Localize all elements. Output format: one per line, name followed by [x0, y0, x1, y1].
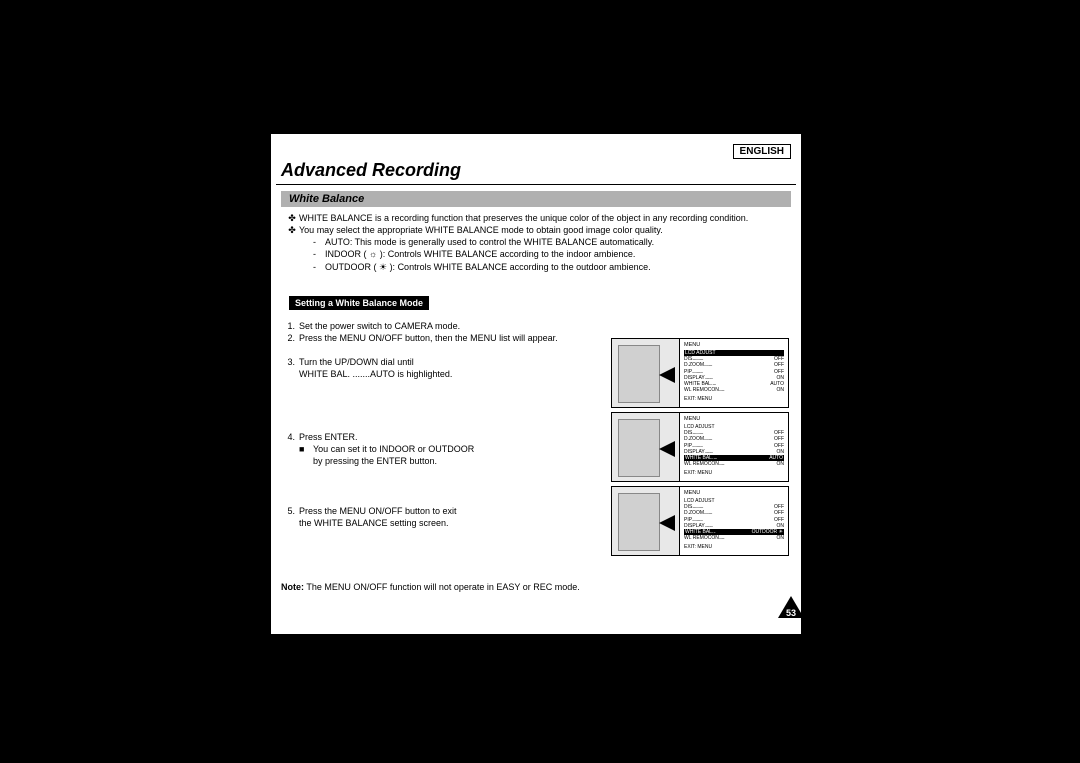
- menu-panel-3: MENULCD ADJUSTDIS............OFFD.ZOOM..…: [611, 486, 789, 556]
- step-text: WHITE BAL. .......AUTO is highlighted.: [299, 368, 452, 380]
- intro-sub: OUTDOOR ( ☀ ): Controls WHITE BALANCE ac…: [325, 261, 651, 273]
- note: Note: The MENU ON/OFF function will not …: [281, 582, 580, 592]
- osd-menu: MENULCD ADJUSTDIS............OFFD.ZOOM..…: [680, 487, 788, 555]
- menu-panel-1: MENULCD ADJUSTDIS............OFFD.ZOOM..…: [611, 338, 789, 408]
- intro-sub: AUTO: This mode is generally used to con…: [325, 236, 654, 248]
- step-bullet: You can set it to INDOOR or OUTDOOR: [313, 443, 474, 455]
- step-text: Press the MENU ON/OFF button, then the M…: [299, 332, 558, 344]
- camera-illustration: [612, 487, 680, 555]
- chapter-title: Advanced Recording: [281, 160, 461, 181]
- note-label: Note:: [281, 582, 304, 592]
- steps-list: 1.Set the power switch to CAMERA mode. 2…: [281, 320, 611, 529]
- note-text: The MENU ON/OFF function will not operat…: [306, 582, 579, 592]
- step-text: the WHITE BALANCE setting screen.: [299, 517, 449, 529]
- osd-menu: MENULCD ADJUSTDIS............OFFD.ZOOM..…: [680, 339, 788, 407]
- camera-illustration: [612, 413, 680, 481]
- step-bullet: by pressing the ENTER button.: [313, 455, 437, 467]
- pointer-arrow-icon: [659, 367, 675, 383]
- procedure-header: Setting a White Balance Mode: [289, 296, 429, 310]
- language-label: ENGLISH: [733, 144, 791, 159]
- step-text: Set the power switch to CAMERA mode.: [299, 320, 460, 332]
- rule: [276, 184, 796, 185]
- manual-page: ENGLISH Advanced Recording White Balance…: [271, 134, 801, 634]
- step-text: Press the MENU ON/OFF button to exit: [299, 505, 457, 517]
- intro-sub: INDOOR ( ☼ ): Controls WHITE BALANCE acc…: [325, 248, 635, 260]
- illustration-column: MENULCD ADJUSTDIS............OFFD.ZOOM..…: [611, 338, 789, 560]
- step-text: Turn the UP/DOWN dial until: [299, 356, 414, 368]
- pointer-arrow-icon: [659, 515, 675, 531]
- pointer-arrow-icon: [659, 441, 675, 457]
- section-header: White Balance: [281, 191, 791, 207]
- intro-line: WHITE BALANCE is a recording function th…: [299, 212, 748, 224]
- step-text: Press ENTER.: [299, 431, 358, 443]
- intro-line: You may select the appropriate WHITE BAL…: [299, 224, 663, 236]
- menu-panel-2: MENULCD ADJUSTDIS............OFFD.ZOOM..…: [611, 412, 789, 482]
- intro-block: ✤WHITE BALANCE is a recording function t…: [285, 212, 791, 273]
- osd-menu: MENULCD ADJUSTDIS............OFFD.ZOOM..…: [680, 413, 788, 481]
- camera-illustration: [612, 339, 680, 407]
